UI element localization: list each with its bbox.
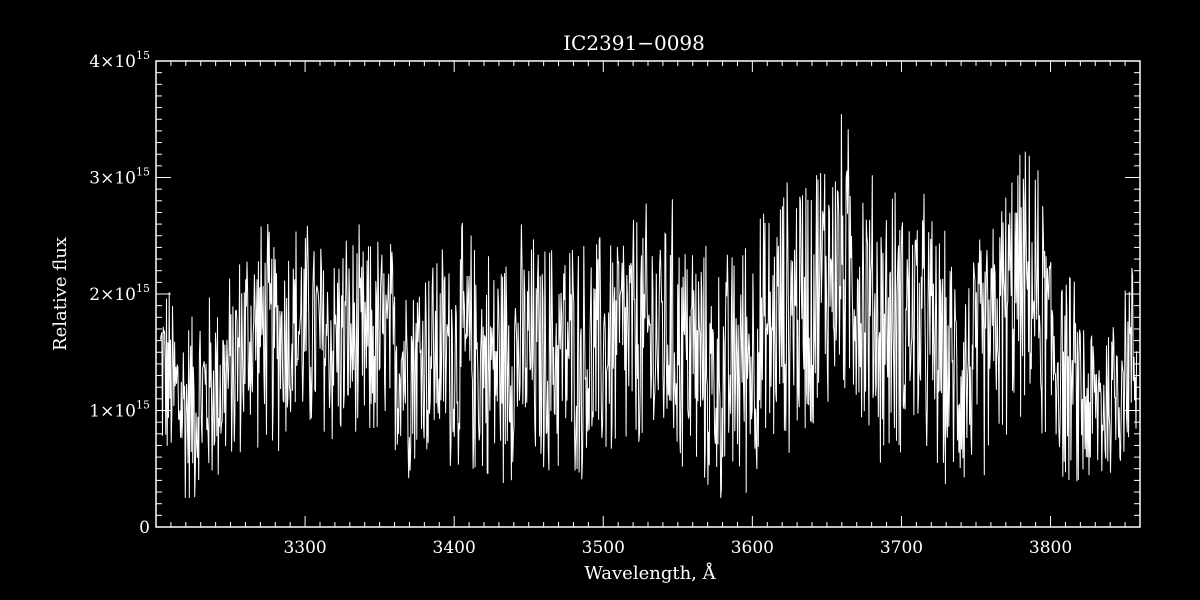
y-tick-label: 3×1015: [89, 166, 150, 189]
y-tick-mantissa: 4×10: [89, 52, 136, 72]
x-tick-label: 3700: [880, 538, 923, 558]
y-tick-mantissa: 2×10: [89, 285, 136, 305]
x-tick-label: 3400: [433, 538, 476, 558]
x-tick-label: 3800: [1029, 538, 1072, 558]
y-tick-label: 4×1015: [89, 49, 150, 72]
x-tick-label: 3500: [582, 538, 625, 558]
y-tick-exponent: 15: [136, 49, 150, 62]
y-tick-mantissa: 0: [139, 518, 150, 538]
spectrum-line: [160, 114, 1138, 498]
y-axis-label: Relative flux: [50, 237, 71, 351]
y-tick-exponent: 15: [136, 282, 150, 295]
y-tick-mantissa: 1×10: [89, 402, 136, 422]
y-tick-label: 0: [139, 518, 150, 538]
axis-ticks: [156, 61, 1140, 527]
y-tick-label: 2×1015: [89, 282, 150, 305]
x-axis-label: Wavelength, Å: [584, 562, 716, 584]
x-tick-label: 3300: [283, 538, 326, 558]
y-tick-label: 1×1015: [89, 399, 150, 422]
plot-frame: [155, 60, 1141, 528]
y-tick-mantissa: 3×10: [89, 169, 136, 189]
y-tick-exponent: 15: [136, 166, 150, 179]
y-tick-exponent: 15: [136, 399, 150, 412]
x-tick-label: 3600: [731, 538, 774, 558]
chart-title: IC2391−0098: [563, 31, 705, 55]
x-tick-labels: 3300 3400 3500 3600 3700 3800: [283, 538, 1072, 558]
